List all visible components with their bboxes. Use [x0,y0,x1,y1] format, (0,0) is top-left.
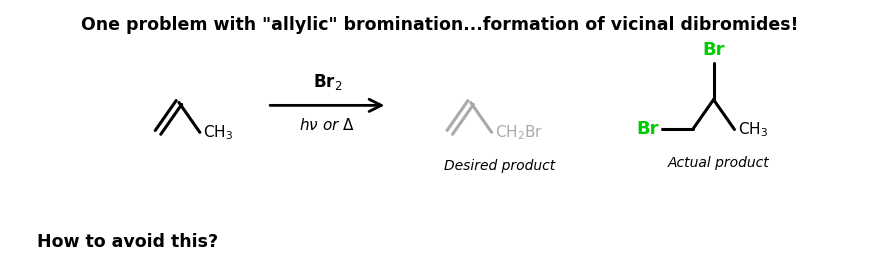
Text: CH$_2$Br: CH$_2$Br [495,123,543,142]
Text: One problem with "allylic" bromination...formation of vicinal dibromides!: One problem with "allylic" bromination..… [81,16,799,34]
Text: CH$_3$: CH$_3$ [738,120,768,139]
Text: Br: Br [702,41,725,59]
Text: Desired product: Desired product [444,159,555,173]
Text: Br$_2$: Br$_2$ [312,72,341,92]
Text: Br: Br [636,121,659,139]
Text: How to avoid this?: How to avoid this? [37,233,218,251]
Text: CH$_3$: CH$_3$ [202,123,233,142]
Text: Actual product: Actual product [667,156,769,170]
Text: $h\nu$ or $\Delta$: $h\nu$ or $\Delta$ [299,117,356,133]
